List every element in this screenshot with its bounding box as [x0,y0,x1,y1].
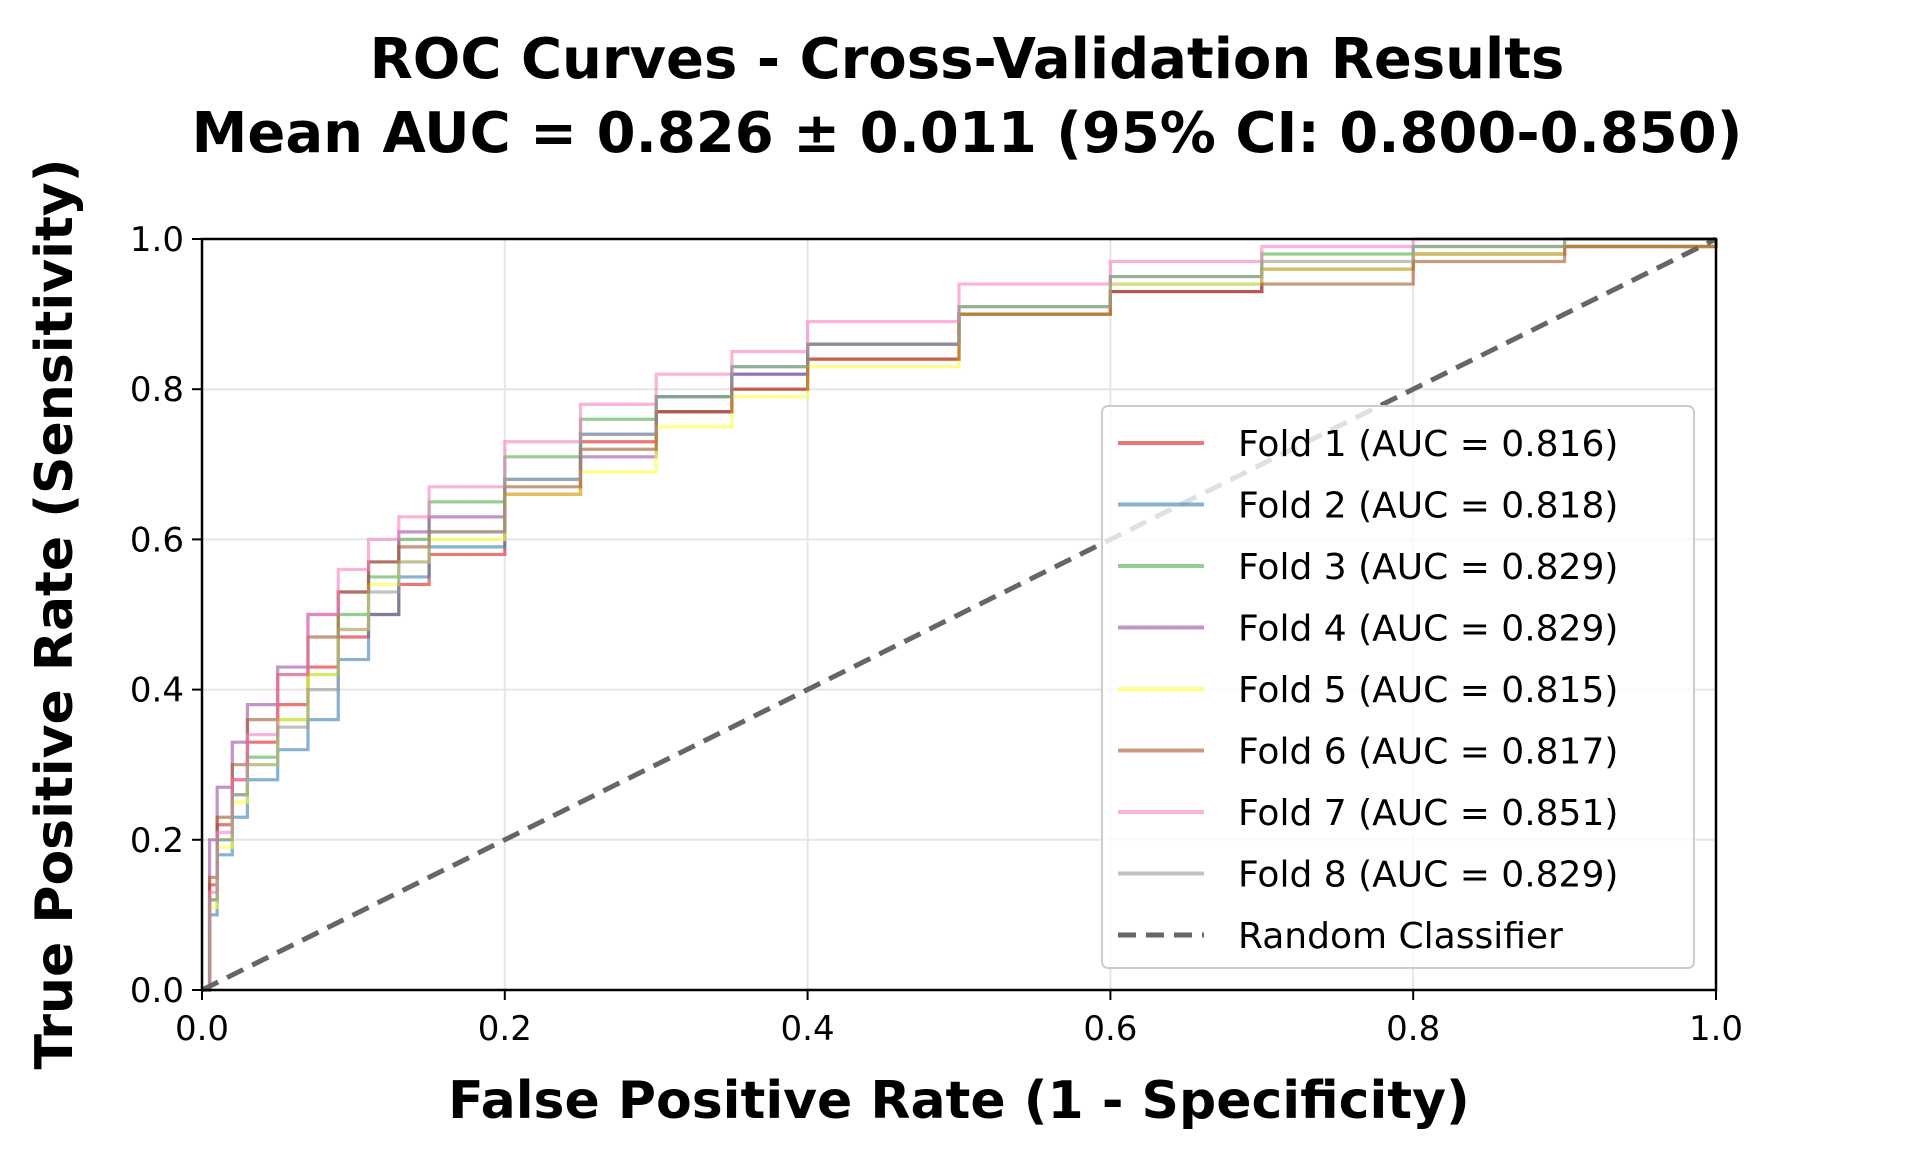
legend-label: Fold 5 (AUC = 0.815) [1238,670,1618,711]
random-classifier-line [200,236,1718,993]
legend: Fold 1 (AUC = 0.816) Fold 2 (AUC = 0.818)… [1101,405,1695,969]
y-axis-label: True Positive Rate (Sensitivity) [25,159,85,1070]
legend-label: Random Classifier [1238,916,1563,957]
x-tick-label: 0.8 [1386,1009,1440,1049]
x-axis-label: False Positive Rate (1 - Specificity) [448,1071,1470,1131]
y-tick-label: 0.4 [130,671,184,711]
legend-label: Fold 3 (AUC = 0.829) [1238,547,1618,588]
series-layer [200,236,1718,993]
legend-label: Fold 2 (AUC = 0.818) [1238,486,1618,527]
y-tick-label: 0.0 [130,971,184,1011]
x-tick-label: 0.4 [781,1009,835,1049]
legend-box [1101,405,1695,969]
x-tick-label: 0.0 [175,1009,229,1049]
x-tick-label: 1.0 [1689,1009,1743,1049]
legend-label: Fold 7 (AUC = 0.851) [1238,793,1618,834]
legend-label: Fold 1 (AUC = 0.816) [1238,424,1618,465]
x-tick-label: 0.2 [478,1009,532,1049]
ticks: 0.0 0.2 0.4 0.6 0.8 1.0 0.0 0.2 0.4 0.6 0.8 1.0 [130,220,1743,1049]
y-tick-label: 0.6 [130,520,184,560]
chart-title: ROC Curves - Cross-Validation Results [370,27,1565,92]
y-tick-label: 0.2 [130,821,184,861]
chart-subtitle: Mean AUC = 0.826 ± 0.011 (95% CI: 0.800-… [192,101,1743,166]
roc-curve-fold-8 [202,237,1716,992]
legend-label: Fold 6 (AUC = 0.817) [1238,732,1618,773]
legend-label: Fold 4 (AUC = 0.829) [1238,609,1618,650]
x-tick-label: 0.6 [1083,1009,1137,1049]
plot-frame [200,237,1718,992]
legend-label: Fold 8 (AUC = 0.829) [1238,855,1618,896]
y-tick-label: 0.8 [130,370,184,410]
y-tick-label: 1.0 [130,220,184,260]
